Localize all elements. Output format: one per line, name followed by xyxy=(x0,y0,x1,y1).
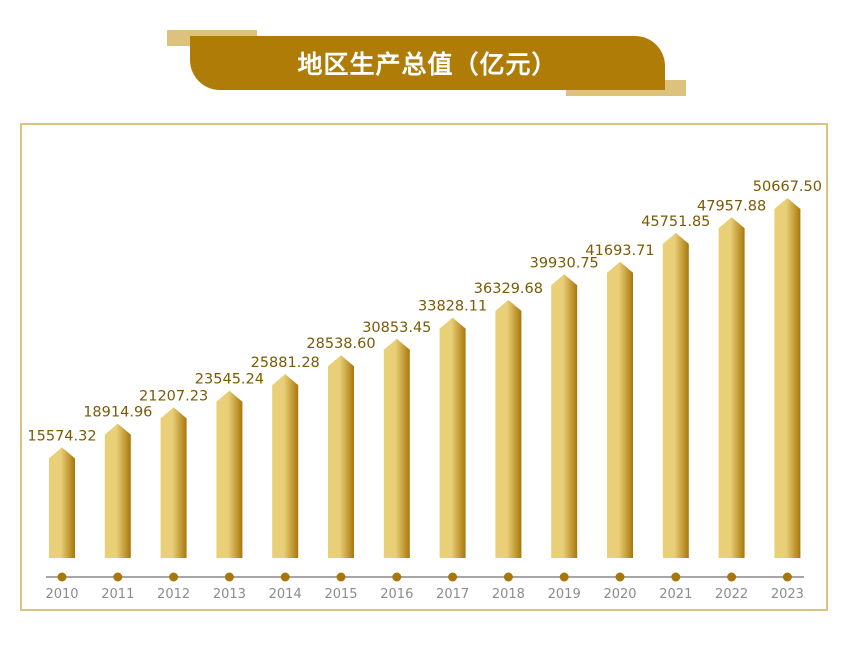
axis-dot-2014 xyxy=(280,572,290,582)
bar-2022 xyxy=(718,217,745,558)
axis-dot-2022 xyxy=(727,572,737,582)
x-tick-label: 2016 xyxy=(380,587,413,602)
x-tick-label: 2022 xyxy=(715,587,748,602)
bar-2018 xyxy=(495,299,522,558)
x-tick-label: 2019 xyxy=(548,587,581,602)
data-label: 25881.28 xyxy=(251,355,320,371)
bar-2014 xyxy=(272,374,299,558)
data-label: 30853.45 xyxy=(362,320,431,336)
bar-2015 xyxy=(328,355,354,558)
axis-dot-2016 xyxy=(392,572,402,582)
x-tick-label: 2012 xyxy=(157,587,190,602)
data-label: 33828.11 xyxy=(418,299,487,315)
axis-dot-2013 xyxy=(224,572,234,582)
x-tick-label: 2023 xyxy=(771,587,804,602)
axis-dot-2017 xyxy=(448,572,458,582)
x-tick-label: 2020 xyxy=(603,587,636,602)
bar-2017 xyxy=(439,317,466,558)
bar-2023 xyxy=(774,198,801,558)
axis-dot-2021 xyxy=(671,572,681,582)
x-tick-label: 2013 xyxy=(213,587,246,602)
x-tick-label: 2010 xyxy=(45,587,78,602)
x-tick-label: 2017 xyxy=(436,587,469,602)
data-label: 21207.23 xyxy=(139,388,208,404)
bar-2013 xyxy=(216,390,243,558)
data-label: 23545.24 xyxy=(195,372,264,388)
axis-dot-2023 xyxy=(782,572,792,582)
bar-2011 xyxy=(104,423,131,558)
axis-dot-2015 xyxy=(336,572,346,582)
title-banner: 地区生产总值（亿元） xyxy=(190,36,665,90)
bar-2012 xyxy=(160,407,187,558)
axis-dot-2018 xyxy=(503,572,513,582)
axis-dot-2020 xyxy=(615,572,625,582)
data-label: 28538.60 xyxy=(306,336,375,352)
data-label: 47957.88 xyxy=(697,198,766,214)
axis-dot-2011 xyxy=(113,572,123,582)
bar-2019 xyxy=(551,274,578,558)
chart-frame xyxy=(20,123,828,611)
x-tick-label: 2011 xyxy=(101,587,134,602)
bar-2021 xyxy=(662,232,689,559)
x-tick-label: 2018 xyxy=(492,587,525,602)
data-label: 18914.96 xyxy=(83,405,152,421)
chart-title: 地区生产总值（亿元） xyxy=(297,50,558,79)
data-label: 15574.32 xyxy=(27,428,96,444)
bar-2010 xyxy=(49,447,75,558)
x-tick-label: 2015 xyxy=(324,587,357,602)
data-label: 36329.68 xyxy=(474,281,543,297)
axis-dot-2019 xyxy=(559,572,569,582)
axis-dot-2010 xyxy=(57,572,67,582)
x-tick-label: 2021 xyxy=(659,587,692,602)
bar-2016 xyxy=(383,338,410,558)
data-label: 45751.85 xyxy=(641,214,710,230)
data-label: 39930.75 xyxy=(530,255,599,271)
x-tick-label: 2014 xyxy=(269,587,302,602)
bar-2020 xyxy=(607,261,633,558)
axis-dot-2012 xyxy=(169,572,179,582)
data-label: 50667.50 xyxy=(753,179,822,195)
data-label: 41693.71 xyxy=(585,243,654,259)
